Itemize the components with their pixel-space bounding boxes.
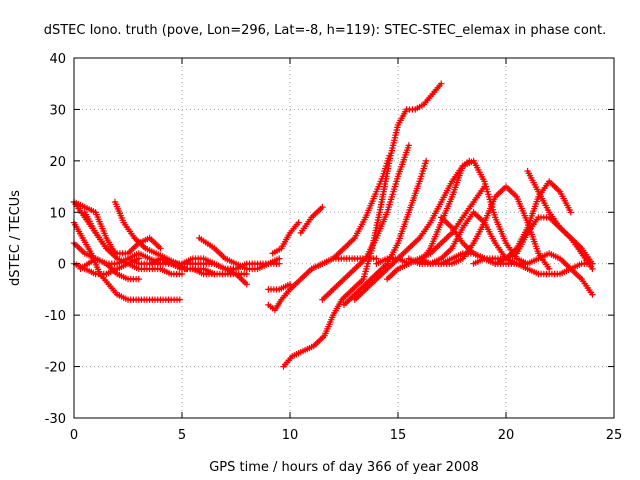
series-8 [77, 255, 142, 283]
y-tick-label: 20 [49, 155, 66, 170]
series-markers [308, 152, 393, 273]
series-markers [77, 255, 142, 283]
series-31 [524, 167, 596, 267]
data-series [70, 80, 596, 370]
x-tick-label: 20 [498, 428, 515, 443]
series-18 [297, 203, 326, 237]
series-markers [340, 157, 430, 309]
y-tick-label: -30 [45, 412, 66, 427]
series-markers [81, 209, 186, 278]
series-21 [319, 142, 412, 303]
series-6 [81, 209, 186, 278]
y-tick-label: -20 [45, 361, 66, 376]
x-tick-label: 25 [606, 428, 623, 443]
series-13 [178, 255, 250, 288]
y-tick-label: 40 [49, 52, 66, 67]
chart-title: dSTEC Iono. truth (pove, Lon=296, Lat=-8… [44, 23, 607, 38]
series-14 [222, 255, 283, 273]
series-29 [438, 250, 596, 278]
series-markers [265, 281, 294, 293]
series-markers [297, 203, 326, 237]
series-markers [269, 219, 302, 257]
series-markers [524, 167, 596, 267]
x-tick-label: 5 [178, 428, 186, 443]
x-tick-label: 15 [390, 428, 407, 443]
series-markers [319, 142, 412, 303]
y-tick-label: 10 [49, 206, 66, 221]
plot-frame [73, 57, 615, 419]
y-axis-label: dSTEC / TECUs [8, 190, 23, 286]
series-markers [222, 255, 283, 273]
series-26 [405, 209, 596, 298]
series-20 [308, 152, 393, 273]
x-tick-label: 10 [282, 428, 299, 443]
y-tick-label: 0 [58, 258, 66, 273]
axis-ticks: 0 5 10 15 20 25 -30 -20 -10 0 10 20 30 40 [45, 52, 623, 443]
y-tick-label: -10 [45, 309, 66, 324]
series-22 [340, 157, 430, 309]
series-27 [416, 157, 531, 267]
series-markers [405, 209, 596, 298]
x-axis-label: GPS time / hours of day 366 of year 2008 [209, 460, 479, 475]
series-23 [351, 157, 473, 303]
y-tick-label: 30 [49, 103, 66, 118]
series-markers [438, 250, 596, 278]
series-16 [265, 281, 294, 293]
x-tick-label: 0 [70, 428, 78, 443]
series-15 [269, 219, 302, 257]
